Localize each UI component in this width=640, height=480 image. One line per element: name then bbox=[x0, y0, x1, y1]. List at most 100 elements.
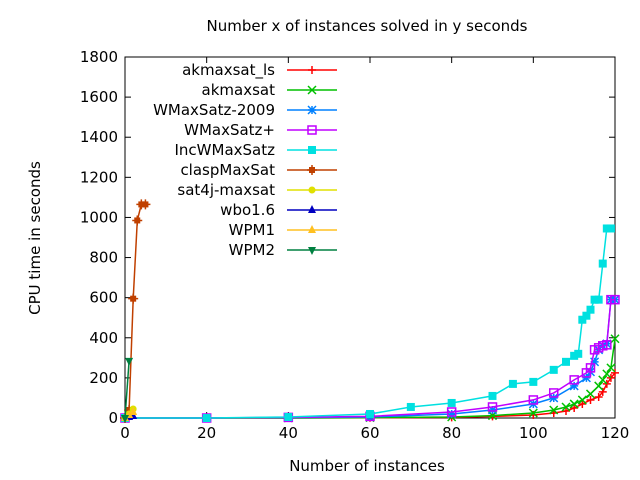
data-point bbox=[585, 389, 596, 399]
data-point bbox=[606, 373, 615, 382]
series-layer bbox=[120, 199, 620, 423]
data-point bbox=[528, 395, 539, 405]
data-point bbox=[562, 406, 570, 415]
data-point bbox=[487, 402, 498, 412]
data-point bbox=[447, 409, 457, 419]
data-point bbox=[602, 224, 611, 233]
data-point bbox=[582, 311, 591, 320]
series-line bbox=[125, 298, 615, 419]
series-line bbox=[124, 203, 146, 419]
data-point bbox=[570, 403, 579, 412]
y-tick-label: 400 bbox=[89, 329, 118, 347]
data-point bbox=[606, 363, 616, 373]
data-point bbox=[308, 247, 316, 255]
data-point bbox=[578, 399, 587, 408]
data-point bbox=[586, 305, 595, 314]
y-axis-label: CPU time in seconds bbox=[26, 161, 44, 315]
legend-label: WMaxSatz+ bbox=[184, 121, 275, 139]
data-point bbox=[578, 315, 587, 324]
data-point bbox=[602, 369, 612, 379]
legend-label: claspMaxSat bbox=[180, 161, 275, 179]
data-point bbox=[125, 357, 134, 366]
data-point bbox=[447, 398, 456, 407]
series-line bbox=[125, 338, 616, 419]
axis-ticks: 0 20 40 60 80 100 1200200400600800100012001400… bbox=[80, 48, 630, 442]
data-point bbox=[594, 295, 603, 304]
data-point bbox=[308, 225, 316, 233]
y-tick-label: 800 bbox=[89, 249, 118, 267]
data-point bbox=[549, 388, 559, 398]
x-tick-label: 80 bbox=[442, 424, 461, 442]
x-tick-label: 120 bbox=[601, 424, 630, 442]
data-point bbox=[549, 365, 558, 374]
data-point bbox=[366, 409, 374, 418]
data-point bbox=[308, 205, 316, 213]
data-point bbox=[508, 379, 517, 388]
series-line bbox=[125, 298, 615, 419]
data-point bbox=[446, 407, 457, 417]
data-point bbox=[308, 186, 316, 194]
legend-label: akmaxsat_ls bbox=[182, 61, 275, 80]
data-point bbox=[562, 357, 570, 366]
data-point bbox=[574, 349, 583, 358]
data-point bbox=[569, 375, 579, 385]
data-point bbox=[202, 414, 211, 422]
data-point bbox=[549, 405, 559, 415]
y-tick-label: 200 bbox=[89, 369, 118, 387]
data-point bbox=[308, 66, 316, 74]
y-tick-label: 1200 bbox=[80, 168, 118, 186]
legend-label: WPM2 bbox=[229, 241, 275, 259]
y-tick-label: 600 bbox=[89, 289, 118, 307]
legend-label: akmaxsat bbox=[202, 81, 276, 99]
data-point-cross bbox=[128, 293, 139, 304]
data-point bbox=[570, 351, 579, 360]
series-akmaxsat bbox=[120, 334, 620, 423]
x-axis-label: Number of instances bbox=[289, 457, 445, 475]
data-point bbox=[598, 259, 607, 268]
series-line bbox=[125, 227, 611, 419]
x-tick-label: 20 bbox=[197, 424, 216, 442]
chart-title: Number x of instances solved in y second… bbox=[207, 17, 528, 35]
data-point bbox=[121, 415, 129, 423]
data-point bbox=[528, 408, 538, 418]
data-point bbox=[307, 125, 317, 135]
legend-label: sat4j-maxsat bbox=[177, 181, 275, 199]
series-WMaxSatz+ bbox=[120, 294, 620, 423]
series-line bbox=[124, 360, 130, 419]
data-point bbox=[606, 224, 615, 233]
x-tick-label: 0 bbox=[120, 424, 130, 442]
data-point bbox=[586, 395, 595, 404]
x-tick-label: 40 bbox=[279, 424, 298, 442]
data-point bbox=[585, 363, 596, 373]
y-tick-label: 1000 bbox=[80, 208, 118, 226]
data-point bbox=[590, 295, 599, 304]
data-point bbox=[129, 406, 138, 415]
legend-label: WPM1 bbox=[229, 221, 275, 239]
data-point bbox=[610, 294, 620, 305]
data-point-cross bbox=[307, 165, 317, 175]
data-point bbox=[487, 405, 498, 415]
legend-label: WMaxSatz-2009 bbox=[153, 101, 275, 119]
data-point bbox=[581, 373, 591, 383]
data-point bbox=[602, 340, 612, 350]
data-point bbox=[598, 375, 608, 385]
data-point-cross bbox=[132, 215, 143, 226]
x-tick-label: 60 bbox=[360, 424, 379, 442]
data-point bbox=[549, 393, 559, 403]
data-point bbox=[561, 402, 571, 412]
data-point bbox=[308, 146, 316, 154]
legend-label: IncWMaxSatz bbox=[175, 141, 276, 159]
data-point bbox=[611, 368, 619, 377]
y-tick-label: 1400 bbox=[80, 128, 118, 146]
y-tick-label: 1800 bbox=[80, 48, 118, 66]
x-tick-label: 100 bbox=[519, 424, 548, 442]
data-point bbox=[488, 391, 497, 400]
y-tick-label: 0 bbox=[108, 409, 118, 427]
y-tick-label: 1600 bbox=[80, 88, 118, 106]
legend-label: wbo1.6 bbox=[220, 201, 275, 219]
data-point bbox=[594, 381, 604, 391]
data-point bbox=[569, 399, 579, 409]
data-point bbox=[307, 85, 317, 95]
